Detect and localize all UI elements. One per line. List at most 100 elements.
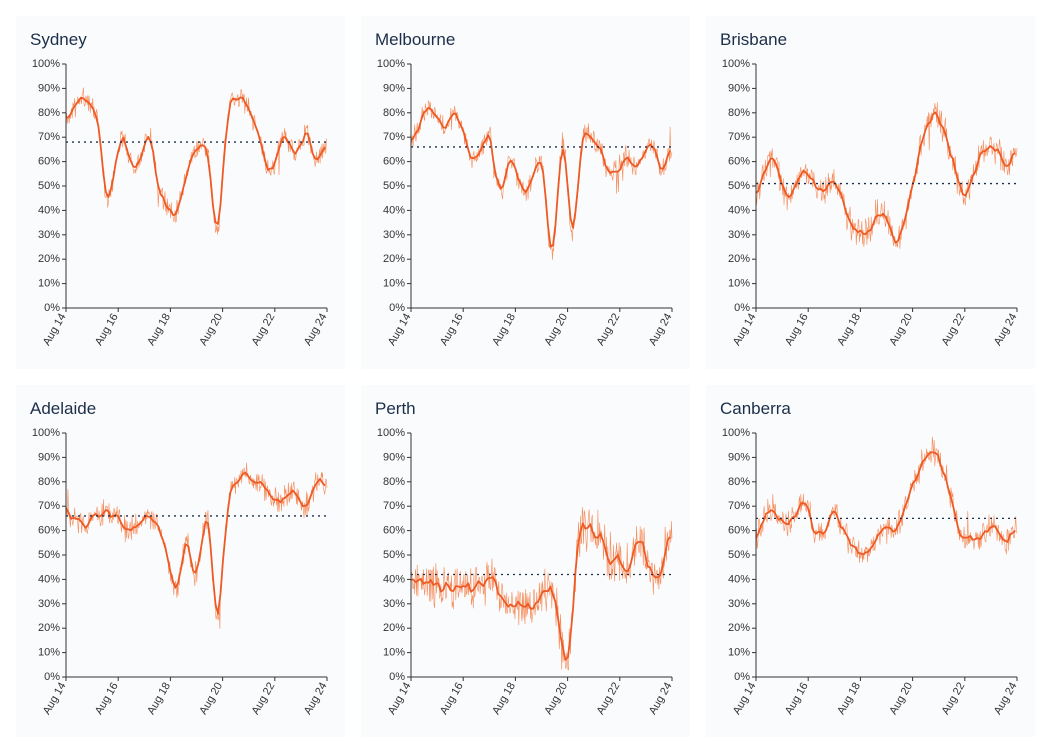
y-tick-label: 70%	[383, 500, 405, 512]
chart-wrap: 0%10%20%30%40%50%60%70%80%90%100%Aug 14A…	[373, 58, 678, 361]
y-tick-label: 80%	[383, 107, 405, 119]
x-tick-label: Aug 16	[93, 680, 121, 716]
y-tick-label: 70%	[728, 500, 750, 512]
y-tick-label: 100%	[32, 427, 60, 439]
chart-svg: 0%10%20%30%40%50%60%70%80%90%100%Aug 14A…	[28, 58, 333, 358]
x-tick-label: Aug 14	[41, 312, 69, 348]
y-tick-label: 60%	[728, 156, 750, 168]
y-tick-label: 100%	[377, 58, 405, 70]
y-tick-label: 30%	[383, 597, 405, 609]
panel-title: Sydney	[30, 30, 333, 50]
panel-title: Adelaide	[30, 399, 333, 419]
y-tick-label: 50%	[728, 180, 750, 192]
y-tick-label: 20%	[38, 253, 60, 265]
x-tick-label: Aug 18	[490, 680, 518, 716]
x-tick-label: Aug 20	[197, 312, 225, 348]
chart-wrap: 0%10%20%30%40%50%60%70%80%90%100%Aug 14A…	[28, 58, 333, 361]
y-tick-label: 100%	[377, 427, 405, 439]
series-thin	[756, 436, 1017, 562]
y-tick-label: 60%	[383, 524, 405, 536]
x-tick-label: Aug 16	[438, 680, 466, 716]
x-tick-label: Aug 18	[835, 312, 863, 348]
x-tick-label: Aug 20	[197, 680, 225, 716]
panel-title: Brisbane	[720, 30, 1023, 50]
x-tick-label: Aug 20	[887, 312, 915, 348]
y-tick-label: 90%	[38, 82, 60, 94]
chart-grid: Sydney0%10%20%30%40%50%60%70%80%90%100%A…	[16, 16, 1035, 737]
y-tick-label: 90%	[383, 451, 405, 463]
y-tick-label: 10%	[383, 646, 405, 658]
y-tick-label: 90%	[383, 82, 405, 94]
y-tick-label: 80%	[728, 107, 750, 119]
y-tick-label: 80%	[38, 475, 60, 487]
y-tick-label: 100%	[32, 58, 60, 70]
y-tick-label: 60%	[38, 524, 60, 536]
y-tick-label: 40%	[38, 204, 60, 216]
series-thin	[411, 101, 672, 260]
series-bold	[66, 98, 325, 225]
y-tick-label: 60%	[383, 156, 405, 168]
y-tick-label: 10%	[38, 646, 60, 658]
panel-perth: Perth0%10%20%30%40%50%60%70%80%90%100%Au…	[361, 385, 690, 738]
y-tick-label: 50%	[38, 549, 60, 561]
y-tick-label: 10%	[728, 278, 750, 290]
series-bold	[756, 112, 1015, 242]
y-tick-label: 50%	[383, 549, 405, 561]
y-tick-label: 50%	[38, 180, 60, 192]
chart-wrap: 0%10%20%30%40%50%60%70%80%90%100%Aug 14A…	[28, 427, 333, 730]
x-tick-label: Aug 18	[835, 680, 863, 716]
y-tick-label: 50%	[728, 549, 750, 561]
x-tick-label: Aug 22	[250, 312, 278, 348]
x-tick-label: Aug 18	[145, 312, 173, 348]
x-tick-label: Aug 18	[490, 312, 518, 348]
y-tick-label: 10%	[728, 646, 750, 658]
x-tick-label: Aug 22	[940, 680, 968, 716]
y-tick-label: 30%	[38, 229, 60, 241]
series-thin	[66, 88, 327, 235]
y-tick-label: 90%	[38, 451, 60, 463]
y-tick-label: 30%	[728, 597, 750, 609]
panel-sydney: Sydney0%10%20%30%40%50%60%70%80%90%100%A…	[16, 16, 345, 369]
chart-wrap: 0%10%20%30%40%50%60%70%80%90%100%Aug 14A…	[718, 58, 1023, 361]
chart-svg: 0%10%20%30%40%50%60%70%80%90%100%Aug 14A…	[28, 427, 333, 727]
y-tick-label: 40%	[38, 573, 60, 585]
y-tick-label: 70%	[38, 500, 60, 512]
x-tick-label: Aug 24	[992, 680, 1020, 716]
chart-wrap: 0%10%20%30%40%50%60%70%80%90%100%Aug 14A…	[373, 427, 678, 730]
x-tick-label: Aug 22	[595, 312, 623, 348]
y-tick-label: 20%	[728, 253, 750, 265]
x-tick-label: Aug 24	[647, 312, 675, 348]
chart-svg: 0%10%20%30%40%50%60%70%80%90%100%Aug 14A…	[718, 427, 1023, 727]
panel-title: Canberra	[720, 399, 1023, 419]
chart-svg: 0%10%20%30%40%50%60%70%80%90%100%Aug 14A…	[718, 58, 1023, 358]
y-tick-label: 90%	[728, 82, 750, 94]
y-tick-label: 20%	[728, 622, 750, 634]
x-tick-label: Aug 14	[41, 680, 69, 716]
x-tick-label: Aug 24	[302, 680, 330, 716]
chart-svg: 0%10%20%30%40%50%60%70%80%90%100%Aug 14A…	[373, 58, 678, 358]
y-tick-label: 40%	[728, 573, 750, 585]
chart-wrap: 0%10%20%30%40%50%60%70%80%90%100%Aug 14A…	[718, 427, 1023, 730]
y-tick-label: 30%	[383, 229, 405, 241]
y-tick-label: 20%	[38, 622, 60, 634]
y-tick-label: 70%	[38, 131, 60, 143]
panel-melbourne: Melbourne0%10%20%30%40%50%60%70%80%90%10…	[361, 16, 690, 369]
x-tick-label: Aug 14	[731, 680, 759, 716]
x-tick-label: Aug 24	[992, 312, 1020, 348]
panel-title: Melbourne	[375, 30, 678, 50]
series-bold	[411, 108, 670, 247]
chart-svg: 0%10%20%30%40%50%60%70%80%90%100%Aug 14A…	[373, 427, 678, 727]
y-tick-label: 80%	[38, 107, 60, 119]
panel-adelaide: Adelaide0%10%20%30%40%50%60%70%80%90%100…	[16, 385, 345, 738]
x-tick-label: Aug 22	[595, 680, 623, 716]
series-thin	[756, 102, 1017, 249]
series-thin	[66, 462, 327, 628]
y-tick-label: 30%	[728, 229, 750, 241]
x-tick-label: Aug 20	[542, 312, 570, 348]
x-tick-label: Aug 22	[250, 680, 278, 716]
x-tick-label: Aug 14	[386, 680, 414, 716]
y-tick-label: 60%	[38, 156, 60, 168]
y-tick-label: 20%	[383, 622, 405, 634]
y-tick-label: 10%	[383, 278, 405, 290]
x-tick-label: Aug 16	[783, 312, 811, 348]
